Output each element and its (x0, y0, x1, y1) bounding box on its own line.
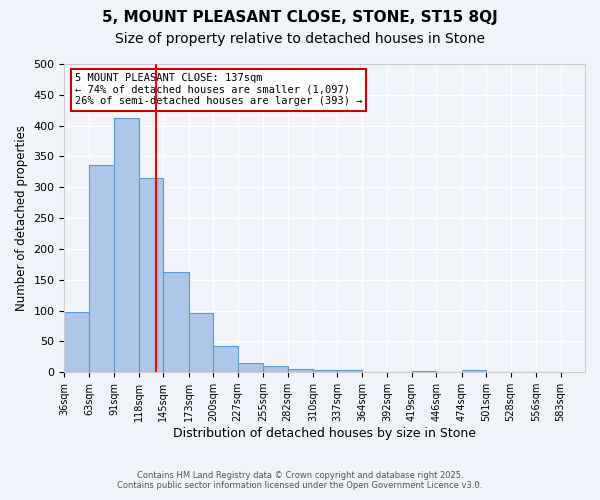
Bar (64, 312, 89, 372)
Bar (287, 369, 313, 372)
Bar (213, 346, 238, 372)
Bar (337, 370, 362, 372)
Bar (263, 366, 287, 372)
Bar (114, 118, 139, 372)
Bar (163, 272, 188, 372)
Bar (89, 165, 114, 372)
Y-axis label: Number of detached properties: Number of detached properties (15, 125, 28, 311)
Text: 5, MOUNT PLEASANT CLOSE, STONE, ST15 8QJ: 5, MOUNT PLEASANT CLOSE, STONE, ST15 8QJ (102, 10, 498, 25)
Bar (139, 178, 163, 372)
Bar (188, 313, 213, 372)
Bar (412, 371, 436, 372)
Bar (461, 370, 486, 372)
Bar (238, 363, 263, 372)
Text: Size of property relative to detached houses in Stone: Size of property relative to detached ho… (115, 32, 485, 46)
X-axis label: Distribution of detached houses by size in Stone: Distribution of detached houses by size … (173, 427, 476, 440)
Text: 5 MOUNT PLEASANT CLOSE: 137sqm
← 74% of detached houses are smaller (1,097)
26% : 5 MOUNT PLEASANT CLOSE: 137sqm ← 74% of … (75, 73, 362, 106)
Text: Contains HM Land Registry data © Crown copyright and database right 2025.
Contai: Contains HM Land Registry data © Crown c… (118, 470, 482, 490)
Bar (313, 370, 337, 372)
